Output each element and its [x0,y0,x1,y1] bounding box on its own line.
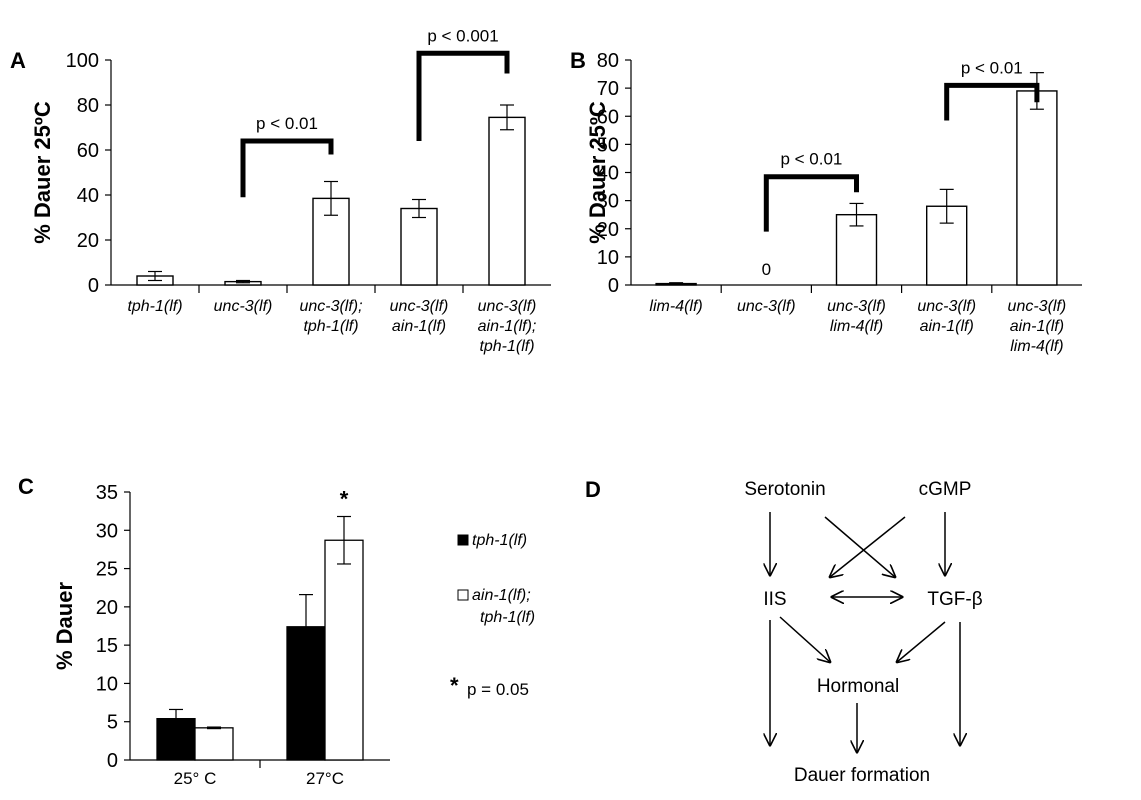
chart-b-y-tick-label: 40 [597,163,619,185]
chart-a-category-label: tph-1(lf) [479,338,534,355]
chart-b-category-label: ain-1(lf) [920,318,974,335]
chart-a-bar [488,116,526,286]
chart-a-category-label: tph-1(lf) [303,318,358,335]
chart-c-legend-swatch [457,589,469,601]
panel-label-b: B [570,48,586,73]
chart-c-bar [194,727,234,761]
arrow-cgmp-iis [830,516,906,577]
chart-a-category-label: unc-3(lf); [299,298,362,315]
chart-a-category-label: unc-3(lf) [390,298,449,315]
chart-b-value-label: 0 [762,260,771,279]
chart-b-category-label: unc-3(lf) [737,298,796,315]
chart-c-y-axis-label: % Dauer [52,582,77,670]
chart-b-category-label: lim-4(lf) [830,318,883,335]
chart-b-significance-bracket [763,174,859,232]
chart-a-significance-label: p < 0.01 [256,114,318,133]
arrow-tgfb-hormonal [897,621,946,662]
chart-c-legend-star: * [450,673,459,698]
chart-b-y-tick-label: 60 [597,106,619,128]
chart-a-category-label: unc-3(lf) [478,298,537,315]
chart-c-y-tick-label: 25 [96,559,118,581]
chart-a: 0 20 40 60 80 100 % Dauer 25ºC tph-1(lf) unc-3(l… [30,26,551,355]
node-iis: IIS [763,589,786,610]
arrow-serotonin-tgfb [824,516,895,577]
chart-c-legend-star-note: p = 0.05 [467,680,529,699]
node-cgmp: cGMP [919,479,972,500]
node-dauer-formation: Dauer formation [794,765,930,786]
chart-c-legend-label: tph-1(lf) [472,532,527,549]
chart-a-bar [400,207,438,286]
chart-c: 0 5 10 15 20 25 30 35 % Dauer 25° C 27°C * tph-1(lf)… [52,482,535,788]
chart-c-y-tick-label: 15 [96,635,118,657]
chart-a-category-label: ain-1(lf); [478,318,537,335]
chart-b-category-label: unc-3(lf) [917,298,976,315]
chart-b-significance-label: p < 0.01 [780,150,842,169]
chart-a-category-label: ain-1(lf) [392,318,446,335]
chart-b-significance-bracket [944,82,1040,121]
chart-b-y-tick-label: 10 [597,247,619,269]
chart-c-significance-star: * [340,487,349,512]
node-serotonin: Serotonin [744,479,825,500]
chart-c-y-tick-label: 0 [107,750,118,772]
chart-b-category-label: unc-3(lf) [1008,298,1067,315]
chart-c-legend-label: ain-1(lf); [472,587,531,604]
chart-b-significance-label: p < 0.01 [961,58,1023,77]
chart-b-y-axis-label: % Dauer 25ºC [585,101,610,244]
chart-b: 0 10 20 30 40 50 60 70 80 % Dauer 25ºC lim-4(lf) 0 u… [585,50,1082,355]
chart-b-y-tick-label: 30 [597,191,619,213]
chart-b-bar [1016,90,1058,286]
chart-c-bar [324,539,364,761]
chart-b-y-tick-label: 0 [608,275,619,297]
chart-c-y-tick-label: 5 [107,712,118,734]
node-hormonal: Hormonal [817,676,899,697]
chart-b-category-label: lim-4(lf) [649,298,702,315]
chart-a-category-label: unc-3(lf) [214,298,273,315]
chart-a-y-tick-label: 80 [77,95,99,117]
chart-a-significance-bracket [240,138,334,198]
chart-b-y-tick-label: 20 [597,219,619,241]
chart-c-legend-label: tph-1(lf) [480,609,535,626]
chart-c-y-tick-label: 30 [96,520,118,542]
chart-c-category-label: 27°C [306,769,344,788]
pathway-diagram: Serotonin cGMP IIS TGF-β Hormonal Dauer … [744,479,982,786]
chart-a-y-axis-label: % Dauer 25ºC [30,101,55,244]
chart-c-category-label: 25° C [174,769,217,788]
chart-a-y-tick-label: 100 [66,50,99,72]
chart-c-y-tick-label: 10 [96,673,118,695]
chart-a-y-tick-label: 20 [77,230,99,252]
panel-label-c: C [18,474,34,499]
chart-b-category-label: lim-4(lf) [1010,338,1063,355]
chart-b-y-tick-label: 50 [597,134,619,156]
node-tgfb: TGF-β [927,589,982,610]
chart-a-significance-bracket [416,50,510,141]
chart-b-category-label: unc-3(lf) [827,298,886,315]
chart-a-y-tick-label: 40 [77,185,99,207]
chart-a-y-tick-label: 60 [77,140,99,162]
chart-a-significance-label: p < 0.001 [427,26,498,45]
chart-b-y-tick-label: 70 [597,78,619,100]
chart-a-y-tick-label: 0 [88,275,99,297]
panel-label-a: A [10,48,26,73]
chart-b-y-tick-label: 80 [597,50,619,72]
chart-a-category-label: tph-1(lf) [127,298,182,315]
chart-a-bar [312,197,350,286]
chart-c-y-tick-label: 35 [96,482,118,504]
chart-b-category-label: ain-1(lf) [1010,318,1064,335]
panel-label-d: D [585,477,601,502]
chart-c-y-tick-label: 20 [96,597,118,619]
arrow-iis-hormonal [779,616,830,662]
chart-c-legend-swatch [457,534,469,546]
